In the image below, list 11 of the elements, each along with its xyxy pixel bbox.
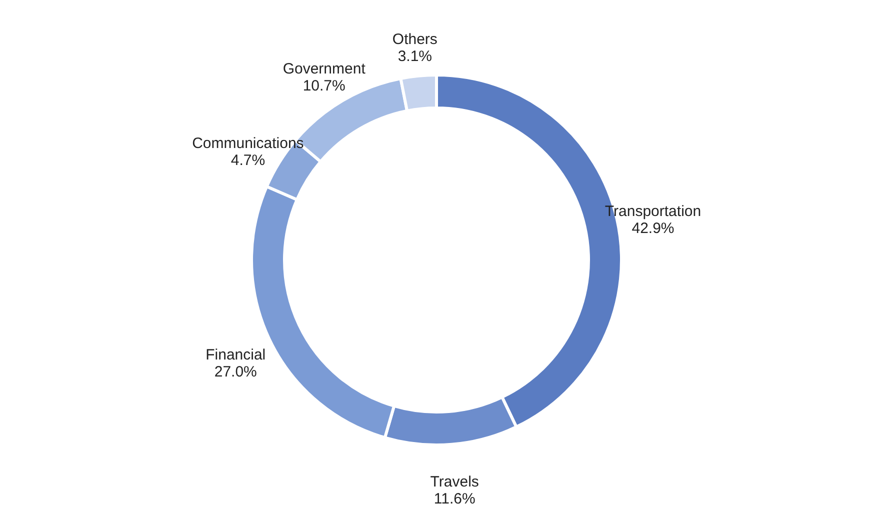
data-label: 11.6% xyxy=(434,490,476,508)
data-label: 42.9% xyxy=(632,220,674,237)
data-label: 27.0% xyxy=(214,364,257,381)
slice-label: Government xyxy=(282,60,366,78)
data-label: 10.7% xyxy=(302,78,346,95)
data-label: 3.1% xyxy=(398,48,432,66)
slice-label: Travels xyxy=(430,473,479,490)
slice-label: Communications xyxy=(192,134,304,152)
data-label: 4.7% xyxy=(230,152,266,169)
slice-label: Others xyxy=(392,31,438,48)
slice-label: Financial xyxy=(206,346,266,364)
